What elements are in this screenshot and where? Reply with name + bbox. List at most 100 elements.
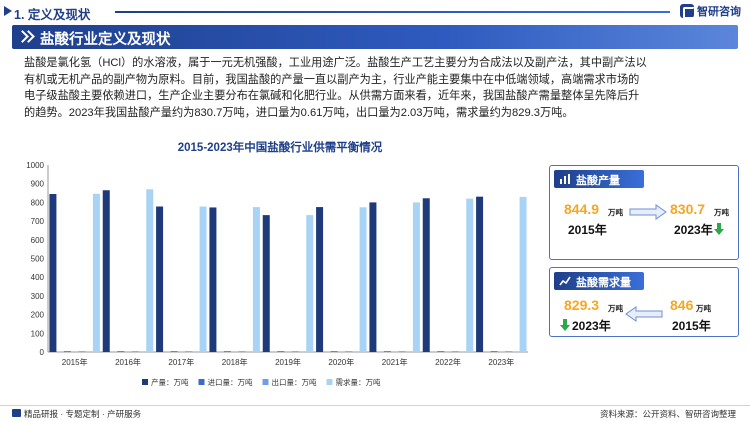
bar xyxy=(78,351,86,352)
arrow-right-icon xyxy=(629,204,667,220)
demand-2023-unit: 万吨 xyxy=(608,304,623,313)
bar xyxy=(252,207,260,352)
demand-card: 盐酸需求量 829.3 万吨 2023年 846 万吨 2015年 xyxy=(549,267,739,337)
bar xyxy=(330,351,338,352)
paragraph-line: 的趋势。2023年我国盐酸产量约为830.7万吨，进口量为0.61万吨，出口量为… xyxy=(24,106,574,119)
chart-title: 2015-2023年中国盐酸行业供需平衡情况 xyxy=(177,142,383,154)
x-tick-label: 2020年 xyxy=(328,357,354,367)
demand-2015-unit: 万吨 xyxy=(696,304,711,313)
bar xyxy=(131,351,139,352)
legend-label: 产量：万吨 xyxy=(151,377,189,387)
demand-icon xyxy=(559,276,571,286)
bar xyxy=(383,351,391,352)
production-card-label: 盐酸产量 xyxy=(576,175,620,187)
intro-paragraph: 盐酸是氯化氢（HCl）的水溶液，属于一元无机强酸，工业用途广泛。盐酸生产工艺主要… xyxy=(24,55,736,121)
bar xyxy=(412,202,420,352)
y-tick-label: 100 xyxy=(31,329,45,338)
section-marker-icon xyxy=(4,6,12,16)
x-tick-label: 2021年 xyxy=(382,357,408,367)
production-icon xyxy=(560,174,570,184)
y-tick-label: 1000 xyxy=(26,161,44,170)
production-2023-year: 2023年 xyxy=(674,223,713,237)
bar xyxy=(92,193,100,352)
demand-2015-value: 846 xyxy=(670,297,694,313)
paragraph-line: 电子级盐酸主要依赖进口，生产企业主要分布在氯碱和化肥行业。从供需方面来看，近年来… xyxy=(24,90,640,103)
bar xyxy=(49,194,57,352)
down-arrow-icon xyxy=(560,319,570,331)
x-tick-label: 2017年 xyxy=(168,357,194,367)
production-2015-year: 2015年 xyxy=(568,223,607,237)
footer: 精品研报 · 专题定制 · 产研服务 资料来源：公开资料、智研咨询整理 xyxy=(0,405,750,421)
legend-label: 出口量：万吨 xyxy=(272,377,317,387)
demand-2023-year: 2023年 xyxy=(572,319,611,333)
bar xyxy=(398,351,406,352)
legend-swatch xyxy=(326,379,333,385)
bar xyxy=(519,196,527,352)
bar xyxy=(185,351,193,352)
bar xyxy=(63,351,71,352)
bar xyxy=(369,202,377,352)
bar xyxy=(316,207,324,352)
paragraph-line: 有机或无机产品的副产物为原料。目前，我国盐酸的产量一直以副产为主，行业产能主要集… xyxy=(24,73,640,86)
bar xyxy=(466,198,474,352)
demand-2023-value: 829.3 xyxy=(564,297,600,313)
y-tick-label: 0 xyxy=(40,348,45,357)
x-tick-label: 2019年 xyxy=(275,357,301,367)
bar xyxy=(490,351,498,352)
bar xyxy=(156,206,164,352)
legend-label: 需求量：万吨 xyxy=(336,377,381,387)
production-2023-value: 830.7 xyxy=(670,201,706,217)
bar xyxy=(223,351,231,352)
bar xyxy=(476,196,484,352)
x-tick-label: 2015年 xyxy=(62,357,88,367)
bar xyxy=(505,351,513,352)
page-banner: 盐酸行业定义及现状 xyxy=(12,25,738,49)
bar xyxy=(291,351,299,352)
y-tick-label: 800 xyxy=(31,198,45,207)
production-2023-unit: 万吨 xyxy=(714,208,729,217)
bar xyxy=(359,207,367,352)
y-tick-label: 500 xyxy=(31,255,45,264)
demand-2015-year: 2015年 xyxy=(672,319,711,333)
footer-source: 资料来源：公开资料、智研咨询整理 xyxy=(599,409,736,419)
y-tick-label: 400 xyxy=(31,273,45,282)
header-divider xyxy=(115,11,670,13)
x-tick-label: 2022年 xyxy=(435,357,461,367)
y-tick-label: 900 xyxy=(31,180,45,189)
section-title: 1. 定义及现状 xyxy=(14,8,91,22)
bar xyxy=(422,198,430,352)
x-tick-label: 2018年 xyxy=(222,357,248,367)
bar xyxy=(262,215,270,352)
arrow-left-icon xyxy=(625,306,663,322)
logo-text: 智研咨询 xyxy=(697,6,741,18)
report-icon xyxy=(12,409,21,417)
bar xyxy=(277,351,285,352)
x-tick-label: 2023年 xyxy=(488,357,514,367)
bar xyxy=(146,189,154,352)
bar xyxy=(199,206,207,352)
double-chevron-icon xyxy=(20,30,32,44)
brand-logo: 智研咨询 xyxy=(680,3,741,19)
legend-label: 进口量：万吨 xyxy=(208,377,253,387)
y-tick-label: 300 xyxy=(31,292,45,301)
bar xyxy=(306,215,314,352)
top-header: 1. 定义及现状 智研咨询 xyxy=(0,0,750,22)
production-2015-value: 844.9 xyxy=(564,201,600,217)
x-tick-label: 2016年 xyxy=(115,357,141,367)
footer-divider xyxy=(0,405,750,406)
production-card: 盐酸产量 844.9 万吨 2015年 830.7 万吨 2023年 xyxy=(549,165,739,260)
production-2015-unit: 万吨 xyxy=(608,208,623,217)
bar xyxy=(102,190,110,352)
bar xyxy=(437,351,445,352)
bar xyxy=(345,351,353,352)
bar xyxy=(238,351,246,352)
y-tick-label: 200 xyxy=(31,311,45,320)
legend-swatch xyxy=(262,379,269,385)
bar xyxy=(117,351,125,352)
logo-icon xyxy=(680,4,695,19)
page-title: 盐酸行业定义及现状 xyxy=(40,32,171,48)
supply-demand-bar-chart: 0 100 200 300 400 500 600 700 800 900 1000 2015年 201… xyxy=(26,161,528,387)
production-card-header: 盐酸产量 xyxy=(554,170,644,188)
y-tick-label: 600 xyxy=(31,236,45,245)
demand-card-label: 盐酸需求量 xyxy=(576,277,631,289)
